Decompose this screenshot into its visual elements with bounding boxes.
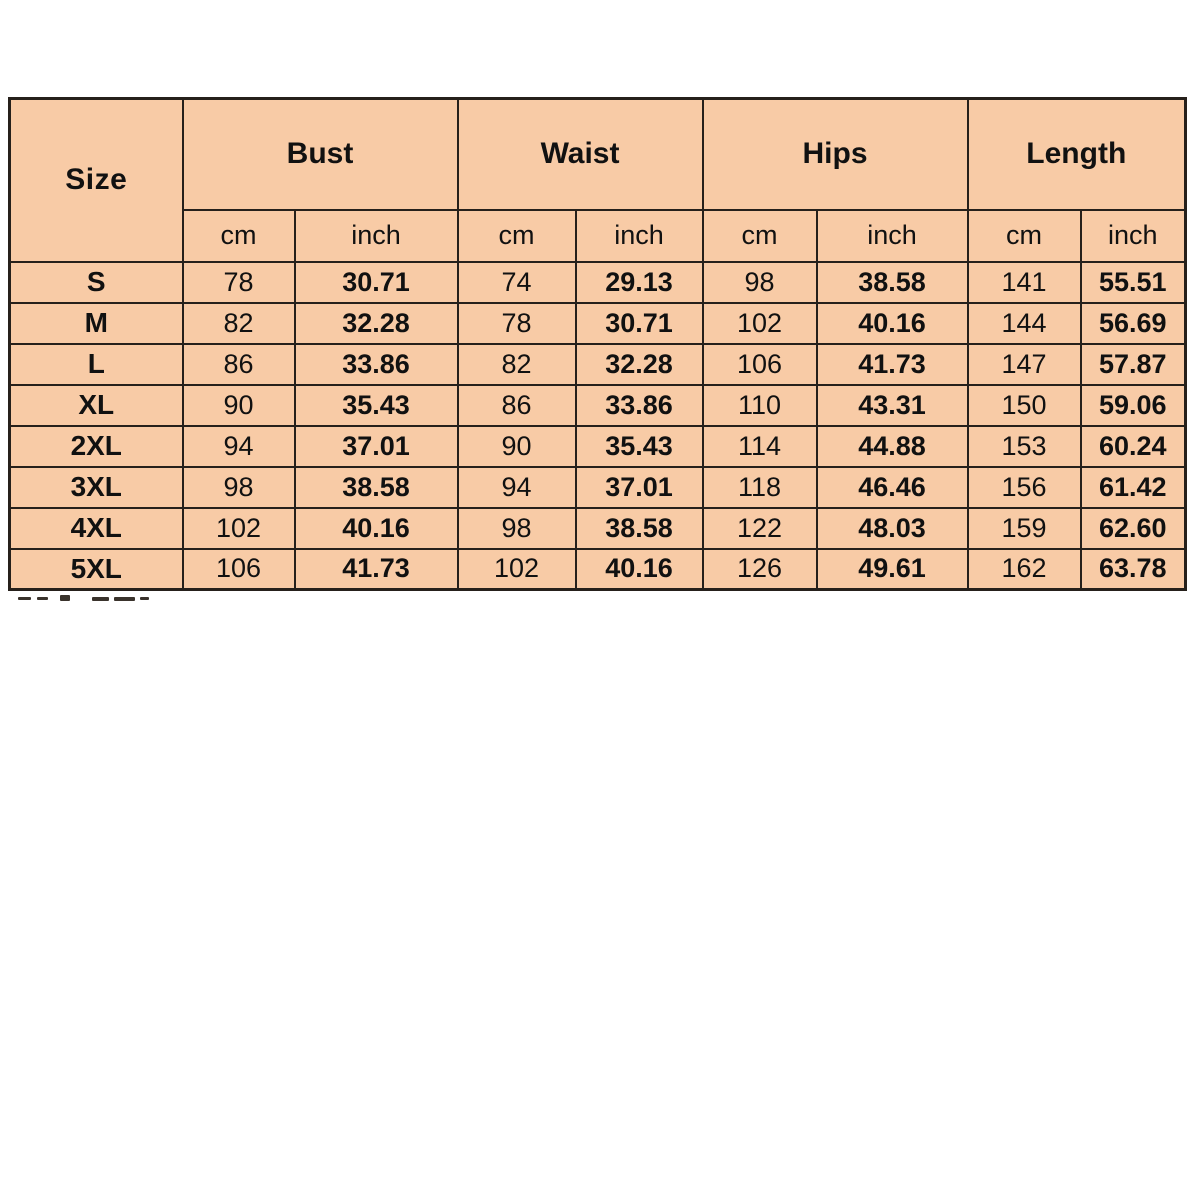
waist-inch-cell: 32.28: [574, 342, 704, 386]
size-cell: L: [8, 342, 184, 386]
hips-inch-cell: 46.46: [815, 465, 969, 509]
hips-inch-cell: 41.73: [815, 342, 969, 386]
bust-inch-cell: 40.16: [293, 506, 459, 550]
hips-cm-cell: 110: [701, 383, 818, 427]
table-row-m: M 82 32.28 78 30.71 102 40.16 144 56.69: [8, 301, 1187, 345]
bust-group-header: Bust: [181, 97, 459, 211]
hips-cm-cell: 118: [701, 465, 818, 509]
waist-inch-cell: 40.16: [574, 547, 704, 591]
clipped-text-fragment: [0, 594, 420, 604]
length-cm-cell: 153: [966, 424, 1082, 468]
hips-inch-cell: 49.61: [815, 547, 969, 591]
group-header-row: Size Bust Waist Hips Length: [8, 97, 1187, 263]
length-inch-cell: 61.42: [1079, 465, 1187, 509]
bust-inch-cell: 33.86: [293, 342, 459, 386]
length-cm-cell: 147: [966, 342, 1082, 386]
bust-cm-cell: 90: [181, 383, 296, 427]
hips-inch-cell: 38.58: [815, 260, 969, 304]
length-inch-cell: 63.78: [1079, 547, 1187, 591]
waist-inch-cell: 29.13: [574, 260, 704, 304]
bust-inch-cell: 41.73: [293, 547, 459, 591]
waist-cm-cell: 90: [456, 424, 577, 468]
size-cell: 2XL: [8, 424, 184, 468]
waist-cm-cell: 86: [456, 383, 577, 427]
waist-cm-cell: 82: [456, 342, 577, 386]
length-cm-cell: 150: [966, 383, 1082, 427]
size-cell: 4XL: [8, 506, 184, 550]
length-cm-cell: 156: [966, 465, 1082, 509]
bust-cm-cell: 78: [181, 260, 296, 304]
table-row-s: S 78 30.71 74 29.13 98 38.58 141 55.51: [8, 260, 1187, 304]
hips-inch-cell: 43.31: [815, 383, 969, 427]
bust-cm-cell: 94: [181, 424, 296, 468]
length-inch-cell: 56.69: [1079, 301, 1187, 345]
hips-cm-cell: 106: [701, 342, 818, 386]
length-inch-cell: 60.24: [1079, 424, 1187, 468]
length-cm-cell: 159: [966, 506, 1082, 550]
bust-cm-cell: 106: [181, 547, 296, 591]
length-inch-cell: 57.87: [1079, 342, 1187, 386]
bust-cm-cell: 86: [181, 342, 296, 386]
waist-cm-cell: 94: [456, 465, 577, 509]
hips-cm-cell: 114: [701, 424, 818, 468]
size-cell: M: [8, 301, 184, 345]
bust-inch-header: inch: [293, 208, 459, 263]
hips-cm-cell: 126: [701, 547, 818, 591]
length-inch-cell: 62.60: [1079, 506, 1187, 550]
hips-cm-cell: 98: [701, 260, 818, 304]
size-chart-table: Size Bust Waist Hips Length cm inch cm i…: [8, 97, 1188, 591]
waist-inch-cell: 37.01: [574, 465, 704, 509]
waist-inch-cell: 38.58: [574, 506, 704, 550]
waist-inch-header: inch: [574, 208, 704, 263]
table-row-2xl: 2XL 94 37.01 90 35.43 114 44.88 153 60.2…: [8, 424, 1187, 468]
table-row-xl: XL 90 35.43 86 33.86 110 43.31 150 59.06: [8, 383, 1187, 427]
bust-cm-cell: 102: [181, 506, 296, 550]
waist-cm-cell: 98: [456, 506, 577, 550]
length-inch-cell: 59.06: [1079, 383, 1187, 427]
bust-inch-cell: 35.43: [293, 383, 459, 427]
size-cell: 3XL: [8, 465, 184, 509]
bust-inch-cell: 37.01: [293, 424, 459, 468]
table-row-5xl: 5XL 106 41.73 102 40.16 126 49.61 162 63…: [8, 547, 1187, 591]
length-cm-cell: 141: [966, 260, 1082, 304]
hips-cm-header: cm: [701, 208, 818, 263]
waist-inch-cell: 33.86: [574, 383, 704, 427]
waist-cm-cell: 74: [456, 260, 577, 304]
size-cell: S: [8, 260, 184, 304]
table-row-4xl: 4XL 102 40.16 98 38.58 122 48.03 159 62.…: [8, 506, 1187, 550]
size-column-header: Size: [8, 97, 184, 263]
waist-inch-cell: 35.43: [574, 424, 704, 468]
length-inch-cell: 55.51: [1079, 260, 1187, 304]
waist-cm-cell: 78: [456, 301, 577, 345]
length-cm-cell: 162: [966, 547, 1082, 591]
hips-inch-cell: 44.88: [815, 424, 969, 468]
hips-inch-cell: 48.03: [815, 506, 969, 550]
unit-header-row: cm inch cm inch cm inch cm inch: [10, 208, 1187, 263]
hips-inch-cell: 40.16: [815, 301, 969, 345]
length-cm-header: cm: [966, 208, 1082, 263]
waist-cm-header: cm: [456, 208, 577, 263]
length-inch-header: inch: [1079, 208, 1187, 263]
length-group-header: Length: [966, 97, 1187, 211]
size-cell: 5XL: [8, 547, 184, 591]
bust-cm-cell: 82: [181, 301, 296, 345]
table-row-l: L 86 33.86 82 32.28 106 41.73 147 57.87: [8, 342, 1187, 386]
hips-group-header: Hips: [701, 97, 969, 211]
waist-cm-cell: 102: [456, 547, 577, 591]
bust-inch-cell: 38.58: [293, 465, 459, 509]
bust-cm-cell: 98: [181, 465, 296, 509]
waist-group-header: Waist: [456, 97, 704, 211]
bust-inch-cell: 32.28: [293, 301, 459, 345]
bust-cm-header: cm: [181, 208, 296, 263]
bust-inch-cell: 30.71: [293, 260, 459, 304]
waist-inch-cell: 30.71: [574, 301, 704, 345]
hips-cm-cell: 122: [701, 506, 818, 550]
length-cm-cell: 144: [966, 301, 1082, 345]
hips-inch-header: inch: [815, 208, 969, 263]
hips-cm-cell: 102: [701, 301, 818, 345]
size-cell: XL: [8, 383, 184, 427]
table-row-3xl: 3XL 98 38.58 94 37.01 118 46.46 156 61.4…: [8, 465, 1187, 509]
